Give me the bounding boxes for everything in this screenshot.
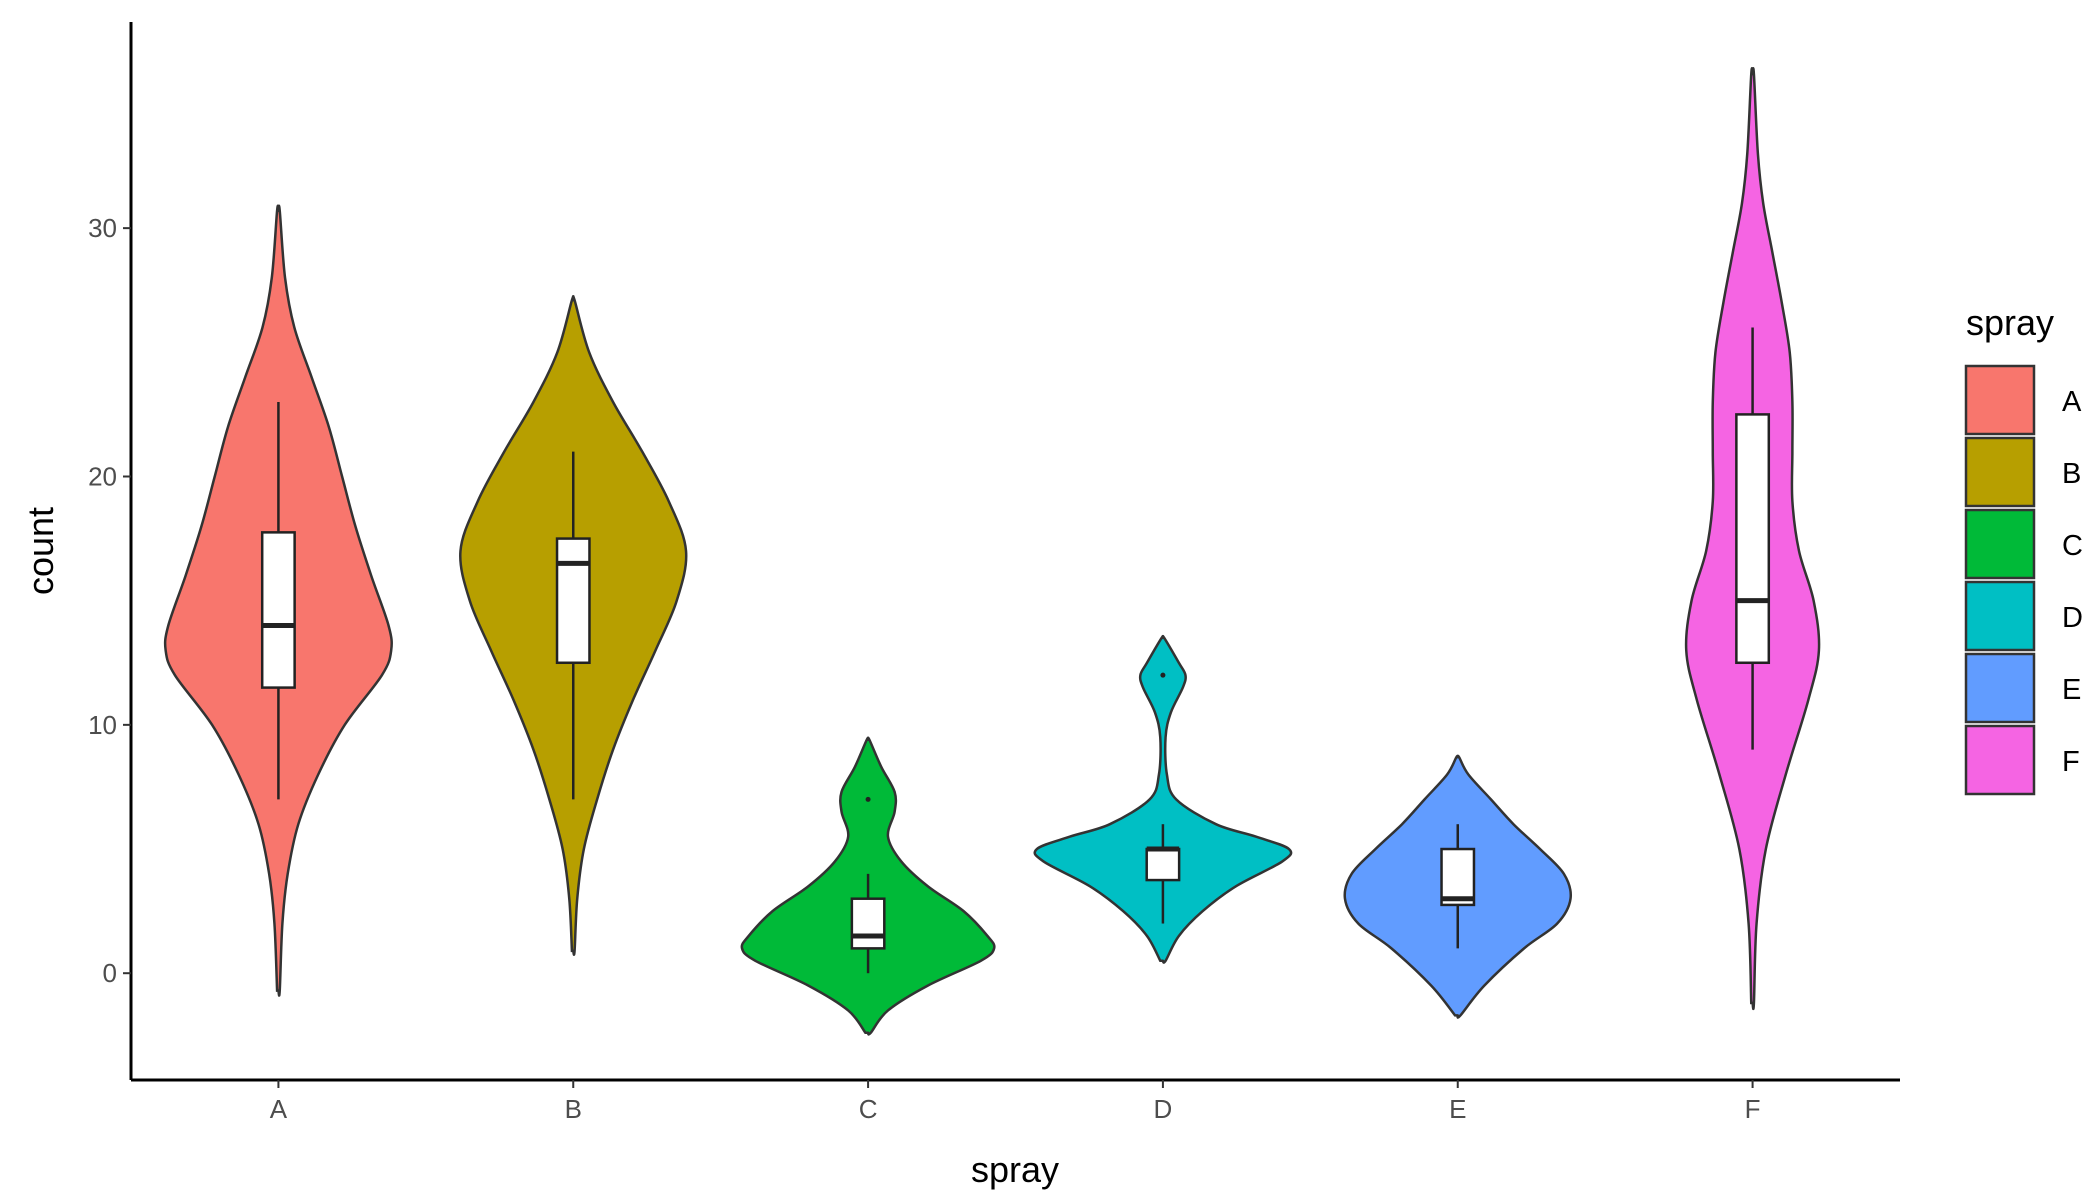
box-c: [850, 897, 886, 950]
y-tick-label: 0: [103, 958, 117, 988]
y-tick-label: 30: [88, 213, 117, 243]
legend-swatch-d: [1964, 580, 2036, 652]
plot-area: [163, 67, 1821, 1036]
violin-group-a: [163, 204, 393, 997]
y-tick-label: 10: [88, 710, 117, 740]
legend-swatch-e: [1964, 652, 2036, 724]
y-tick-label: 20: [88, 461, 117, 491]
violin-group-e: [1343, 754, 1573, 1019]
box-b: [555, 537, 591, 665]
legend-label-b: B: [2062, 458, 2081, 490]
legend-label-c: C: [2062, 530, 2083, 562]
x-axis-title: spray: [971, 1149, 1059, 1190]
legend-items: A B C D E F: [1964, 364, 2083, 796]
legend: spray A B C D E F: [1964, 302, 2083, 796]
box-a: [260, 531, 296, 689]
outlier-point: [1160, 672, 1166, 678]
violin-group-c: [740, 736, 996, 1036]
outlier-point: [865, 796, 871, 802]
legend-label-d: D: [2062, 602, 2083, 634]
x-tick-label: B: [565, 1094, 582, 1124]
x-ticks: A B C D E F: [270, 1080, 1761, 1124]
legend-swatch-c: [1964, 508, 2036, 580]
box-f: [1735, 413, 1771, 665]
x-tick-label: D: [1154, 1094, 1173, 1124]
violin-group-f: [1684, 67, 1821, 1011]
y-ticks: 0 10 20 30: [88, 213, 131, 988]
box-d: [1145, 847, 1181, 882]
x-tick-label: C: [859, 1094, 878, 1124]
legend-title: spray: [1966, 302, 2054, 343]
x-tick-label: A: [270, 1094, 288, 1124]
x-tick-label: E: [1449, 1094, 1466, 1124]
y-axis-title: count: [20, 507, 61, 595]
x-tick-label: F: [1745, 1094, 1761, 1124]
violin-d: [1033, 634, 1293, 964]
violin-group-b: [459, 295, 688, 956]
axes: [129, 22, 1900, 1082]
violin-group-d: [1033, 634, 1293, 964]
legend-swatch-a: [1964, 364, 2036, 436]
legend-label-e: E: [2062, 674, 2081, 706]
legend-label-f: F: [2062, 746, 2080, 778]
legend-swatch-f: [1964, 724, 2036, 796]
legend-label-a: A: [2062, 386, 2082, 418]
legend-swatch-b: [1964, 436, 2036, 508]
box-e: [1440, 847, 1476, 907]
